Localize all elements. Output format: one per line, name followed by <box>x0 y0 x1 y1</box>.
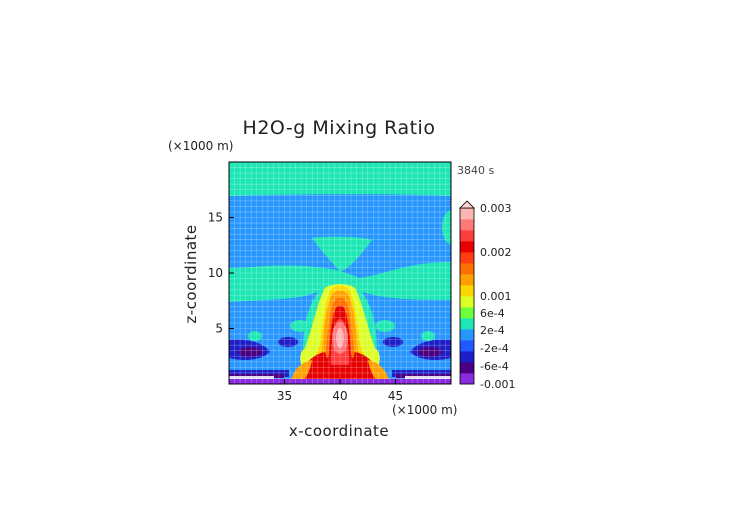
y-axis: 5 10 15 <box>208 211 234 336</box>
colorbar: 0.003 0.002 0.001 6e-4 2e-4 -2e-4 -6e-4 -0.001 <box>459 200 515 391</box>
x-tick-label: 40 <box>332 389 347 403</box>
chart-title: H2O-g Mixing Ratio <box>243 117 436 139</box>
x-tick-label: 35 <box>277 389 292 403</box>
colorbar-swatch <box>460 208 474 220</box>
contour-field <box>229 162 451 384</box>
x-tick-label: 45 <box>388 389 403 403</box>
y-tick-label: 15 <box>208 211 223 225</box>
colorbar-swatch <box>460 340 474 352</box>
colorbar-swatch <box>460 263 474 275</box>
z-unit-label: (×1000 m) <box>168 139 233 153</box>
colorbar-swatch <box>460 285 474 297</box>
colorbar-tick-label: -0.001 <box>480 378 515 391</box>
colorbar-swatch <box>460 307 474 319</box>
y-axis-title: z-coordinate <box>182 224 200 323</box>
colorbar-swatch <box>460 373 474 385</box>
y-tick-label: 10 <box>208 266 223 280</box>
plot-grid <box>229 162 451 384</box>
colorbar-swatch <box>460 329 474 341</box>
x-unit-label: (×1000 m) <box>392 403 457 417</box>
colorbar-tick-label: -2e-4 <box>480 342 509 355</box>
colorbar-swatch <box>460 230 474 242</box>
colorbar-swatch <box>460 296 474 308</box>
colorbar-swatch <box>460 351 474 363</box>
colorbar-tick-label: 6e-4 <box>480 307 505 320</box>
colorbar-swatch <box>460 274 474 286</box>
time-label: 3840 s <box>457 164 494 177</box>
colorbar-extend-arrow <box>459 200 475 209</box>
colorbar-tick-label: 0.003 <box>480 202 512 215</box>
colorbar-swatch <box>460 241 474 253</box>
colorbar-swatch <box>460 318 474 330</box>
colorbar-tick-label: 2e-4 <box>480 324 505 337</box>
colorbar-swatch <box>460 362 474 374</box>
x-axis-title: x-coordinate <box>289 422 389 440</box>
x-axis: 35 40 45 <box>277 379 403 403</box>
colorbar-tick-label: 0.002 <box>480 246 512 259</box>
colorbar-swatch <box>460 252 474 264</box>
colorbar-tick-label: -6e-4 <box>480 360 509 373</box>
colorbar-tick-label: 0.001 <box>480 290 512 303</box>
colorbar-swatch <box>460 219 474 231</box>
y-tick-label: 5 <box>215 322 223 336</box>
